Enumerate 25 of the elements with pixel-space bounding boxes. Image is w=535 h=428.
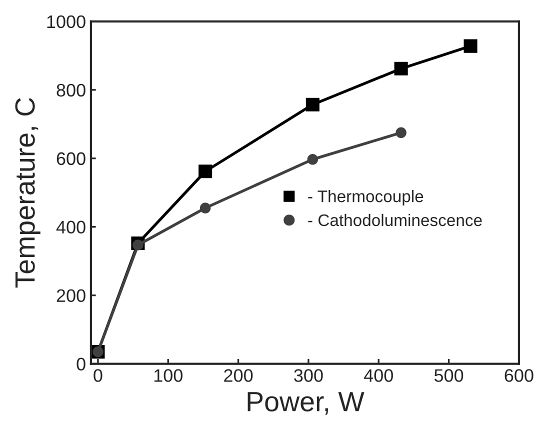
- x-tick-label: 0: [94, 369, 102, 382]
- point: [306, 98, 320, 112]
- point: [464, 39, 478, 53]
- point: [132, 240, 144, 250]
- point: [198, 164, 212, 178]
- y-tick-label: 1000: [47, 15, 86, 28]
- x-tick-label: 200: [224, 369, 253, 382]
- y-tick-label: 0: [76, 358, 86, 371]
- y-axis-title: Temperature, C: [15, 98, 40, 288]
- x-tick-label: 400: [364, 369, 393, 382]
- x-axis-title: Power, W: [248, 392, 364, 415]
- point: [394, 62, 408, 76]
- point: [200, 202, 211, 214]
- y-tick-label: 600: [56, 152, 86, 166]
- legend-label: - Thermocouple: [308, 190, 424, 206]
- y-tick-label: 200: [56, 289, 86, 302]
- x-tick-label: 100: [154, 369, 182, 382]
- x-tick-label: 600: [504, 369, 534, 382]
- legend-label: - Cathodoluminescence: [308, 214, 482, 226]
- x-tick-label: 500: [434, 369, 464, 382]
- point: [307, 154, 318, 165]
- point: [396, 127, 406, 138]
- y-tick-label: 400: [56, 220, 86, 234]
- y-tick-label: 800: [56, 84, 86, 97]
- x-tick-label: 300: [294, 369, 323, 382]
